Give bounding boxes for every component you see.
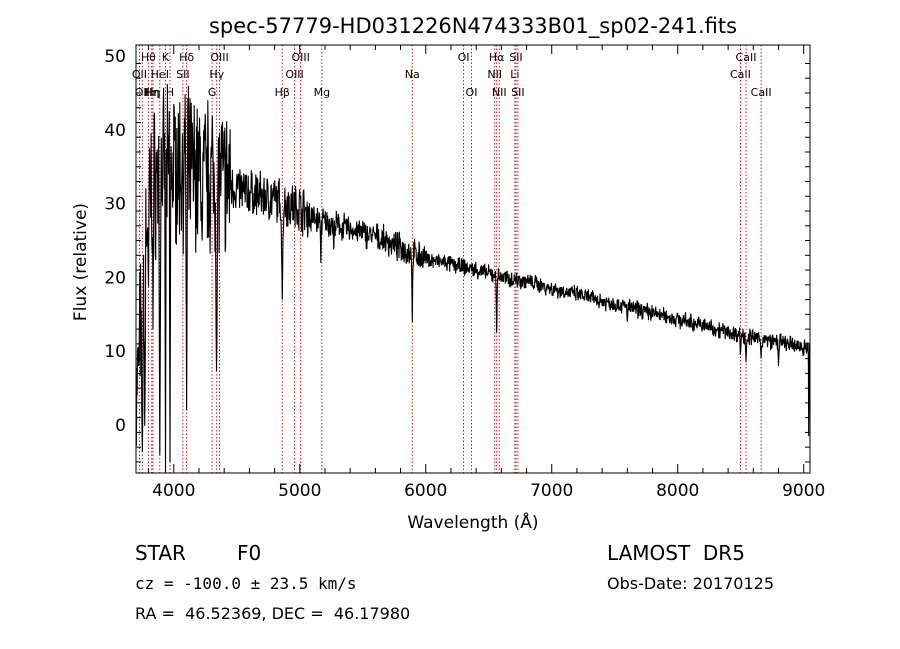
observation-date: Obs-Date: 20170125 [607, 574, 775, 593]
spectral-line-label: Hβ [275, 86, 290, 99]
x-tick-label: 9000 [782, 481, 825, 501]
spectral-line-label: Na [405, 68, 420, 81]
spectral-line-label: OIII [285, 68, 303, 81]
spectral-line-markers: OIIOIIHθHηHηHeIKHSIIHδGHγOIIIHβOIIIOIIIM… [132, 45, 772, 473]
spectral-line-label: Hδ [179, 51, 194, 64]
spectral-line-label: OI [466, 86, 478, 99]
spectral-line-label: Hθ [141, 51, 156, 64]
spectral-line-label: Hη [145, 86, 160, 99]
spectral-line-label: Hη [144, 86, 159, 99]
spectral-line-label: Mg [314, 86, 330, 99]
object-class: STAR [135, 541, 186, 565]
y-tick-label: 0 [115, 416, 126, 436]
spectral-line-label: G [208, 86, 217, 99]
spectral-line-label: NII [492, 86, 507, 99]
object-subclass: F0 [237, 541, 262, 565]
spectrum-series-line [135, 83, 811, 474]
spectral-line-label: K [162, 51, 170, 64]
spectral-line-label: OII [135, 86, 150, 99]
x-tick-label: 8000 [656, 481, 699, 501]
x-axis-label: Wavelength (Å) [407, 511, 538, 533]
spectral-line-label: Hγ [209, 68, 224, 81]
x-axis: 4000 5000 6000 7000 8000 9000 [148, 45, 825, 501]
spectral-line-label: H [166, 86, 174, 99]
spectral-line-label: OIII [291, 51, 309, 64]
spectral-line-label: CaII [730, 68, 751, 81]
spectral-line-label: CaII [751, 86, 772, 99]
x-tick-label: 7000 [530, 481, 573, 501]
plot-frame [135, 44, 811, 474]
spectral-line-label: HeI [151, 68, 169, 81]
spectral-line-label: OI [458, 51, 470, 64]
y-tick-label: 40 [104, 121, 126, 141]
spectral-line-label: SII [511, 86, 524, 99]
spectral-line-label: OIII [210, 51, 228, 64]
chart-title: spec-57779-HD031226N474333B01_sp02-241.f… [209, 14, 737, 39]
spectral-line-label: Hα [489, 51, 505, 64]
redshift-value: cz = -100.0 ± 23.5 km/s [135, 574, 357, 593]
spectral-line-label: Li [510, 68, 519, 81]
x-tick-label: 4000 [152, 481, 195, 501]
x-tick-label: 6000 [404, 481, 447, 501]
spectral-line-label: SII [509, 51, 522, 64]
spectral-line-label: OII [132, 68, 147, 81]
spectral-line-label: CaII [736, 51, 757, 64]
spectral-line-label: NII [487, 68, 502, 81]
spectral-line-label: SII [176, 68, 189, 81]
y-axis: 0 10 20 30 40 50 [104, 47, 810, 463]
y-axis-label: Flux (relative) [71, 203, 91, 321]
y-tick-label: 50 [104, 47, 126, 67]
y-tick-label: 20 [104, 268, 126, 288]
x-tick-label: 5000 [278, 481, 321, 501]
y-tick-label: 10 [104, 342, 126, 362]
y-tick-label: 30 [104, 195, 126, 215]
survey-name: LAMOST DR5 [607, 541, 745, 565]
coordinates: RA = 46.52369, DEC = 46.17980 [135, 604, 411, 623]
